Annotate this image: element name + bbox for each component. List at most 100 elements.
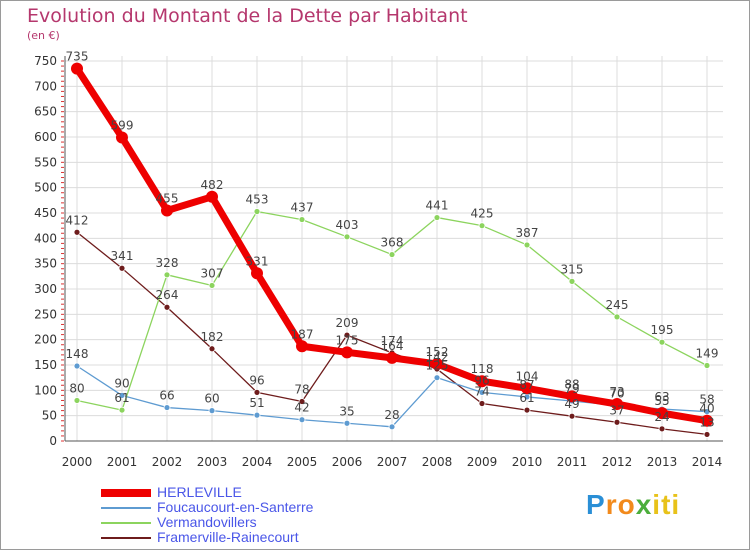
data-label: 182 <box>201 330 224 344</box>
logo-letter: o <box>617 489 636 520</box>
data-point <box>611 398 623 411</box>
data-point <box>566 390 578 403</box>
legend-item: Foucaucourt-en-Santerre <box>101 500 313 515</box>
data-point <box>73 228 81 236</box>
logo-letter: t <box>661 489 672 520</box>
logo-letter: i <box>652 489 662 520</box>
data-point <box>388 251 396 258</box>
y-tick-label: 0 <box>49 434 57 448</box>
data-label: 453 <box>246 192 269 206</box>
data-label: 58 <box>699 393 714 407</box>
data-point <box>521 382 533 395</box>
data-point <box>386 351 398 364</box>
data-label: 412 <box>66 213 89 227</box>
y-tick-label: 450 <box>34 206 57 220</box>
data-label: 455 <box>156 191 179 205</box>
data-point <box>208 282 216 289</box>
chart-legend: HERLEVILLE Foucaucourt-en-Santerre Vermand… <box>101 485 313 545</box>
data-label: 49 <box>564 397 579 411</box>
data-label: 735 <box>66 50 89 64</box>
data-label: 148 <box>66 347 89 361</box>
data-point <box>568 412 576 420</box>
data-point <box>253 208 261 215</box>
x-tick-label: 2003 <box>197 455 228 469</box>
legend-label: Vermandovillers <box>157 514 257 530</box>
legend-swatch <box>101 521 151 524</box>
data-label: 24 <box>654 410 669 424</box>
data-point <box>703 431 711 438</box>
data-label: 63 <box>654 390 669 404</box>
data-label: 149 <box>696 347 719 361</box>
data-point <box>71 62 83 75</box>
x-tick-label: 2010 <box>512 455 543 469</box>
data-label: 341 <box>111 249 134 263</box>
data-point <box>343 419 351 427</box>
data-point <box>253 411 261 419</box>
y-tick-label: 300 <box>34 282 57 296</box>
x-tick-label: 2004 <box>242 455 273 469</box>
legend-swatch <box>101 536 151 539</box>
data-point <box>253 388 261 396</box>
data-label: 425 <box>471 207 494 221</box>
data-label: 35 <box>339 404 354 418</box>
legend-item: HERLEVILLE <box>101 485 313 500</box>
x-tick-label: 2013 <box>647 455 678 469</box>
data-point <box>613 313 621 321</box>
data-label: 96 <box>474 373 489 387</box>
data-label: 60 <box>204 392 219 406</box>
x-tick-label: 2006 <box>332 455 363 469</box>
legend-swatch <box>101 488 151 497</box>
data-point <box>298 216 306 223</box>
data-point <box>613 418 621 426</box>
x-tick-label: 2007 <box>377 455 408 469</box>
data-label: 599 <box>111 119 134 133</box>
data-label: 104 <box>516 369 539 383</box>
data-point <box>656 407 668 420</box>
data-point <box>478 388 486 396</box>
data-label: 96 <box>249 373 264 387</box>
data-point <box>568 277 576 285</box>
data-point <box>208 345 216 353</box>
legend-label: HERLEVILLE <box>157 484 242 500</box>
data-label: 88 <box>564 377 579 391</box>
x-tick-label: 2011 <box>557 455 588 469</box>
legend-item: Framerville-Rainecourt <box>101 530 313 545</box>
y-tick-label: 150 <box>34 358 57 372</box>
x-tick-label: 2000 <box>62 455 93 469</box>
data-point <box>433 374 441 382</box>
data-label: 264 <box>156 288 179 302</box>
legend-label: Framerville-Rainecourt <box>157 529 299 545</box>
data-point <box>431 357 443 370</box>
unit-label: (en €) <box>27 29 60 42</box>
proxiti-logo: Proxiti <box>586 489 680 521</box>
y-tick-label: 550 <box>34 155 57 169</box>
data-point <box>208 407 216 415</box>
data-point <box>118 264 126 272</box>
data-label: 437 <box>291 201 314 215</box>
data-point <box>163 404 171 411</box>
data-label: 90 <box>114 376 129 390</box>
y-tick-label: 350 <box>34 257 57 271</box>
data-point <box>703 362 711 369</box>
data-point <box>118 406 126 414</box>
logo-letter: r <box>605 489 618 520</box>
data-point <box>433 214 441 221</box>
data-label: 368 <box>381 236 404 250</box>
data-label: 315 <box>561 262 584 276</box>
data-label: 73 <box>609 385 624 399</box>
data-label: 174 <box>381 334 404 348</box>
y-tick-label: 750 <box>34 54 57 68</box>
data-label: 55 <box>654 394 669 408</box>
data-point <box>343 331 351 339</box>
data-label: 28 <box>384 408 399 422</box>
x-tick-label: 2002 <box>152 455 183 469</box>
data-label: 13 <box>699 415 714 429</box>
data-label: 245 <box>606 298 629 312</box>
data-point <box>388 423 396 431</box>
x-tick-label: 2005 <box>287 455 318 469</box>
data-point <box>343 233 351 241</box>
y-tick-label: 200 <box>34 333 57 347</box>
data-label: 441 <box>426 199 449 213</box>
legend-label: Foucaucourt-en-Santerre <box>157 499 314 515</box>
